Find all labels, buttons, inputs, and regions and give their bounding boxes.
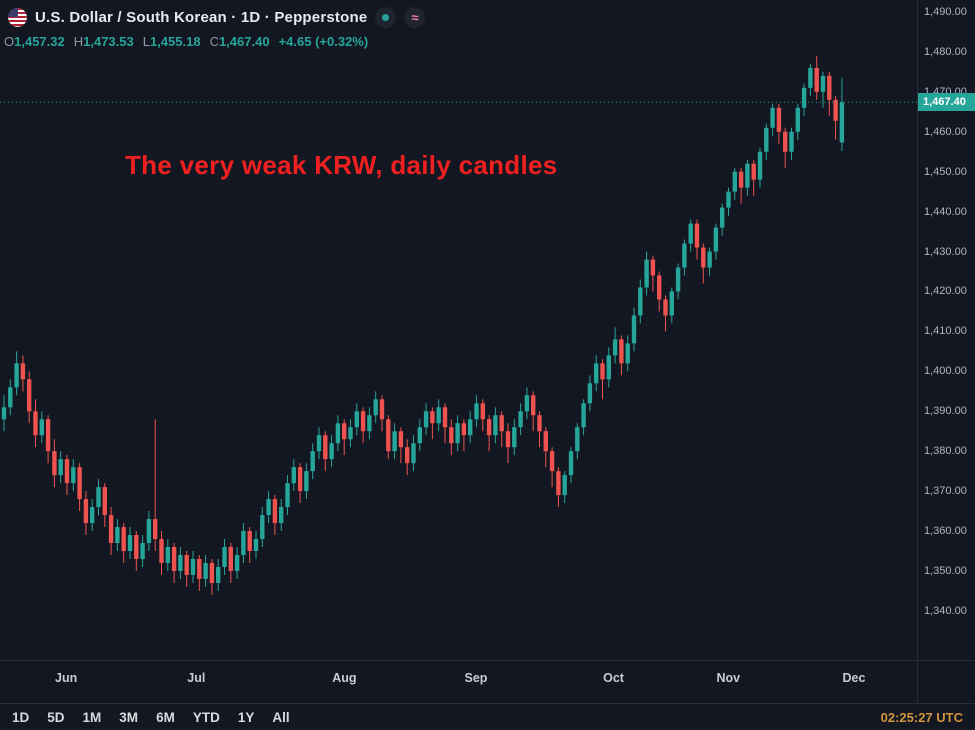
ohlc-open-label: O [4,34,15,49]
price-axis-label: 1,420.00 [924,285,967,298]
market-mode-button[interactable]: ≈ [404,7,426,28]
symbol-title[interactable]: U.S. Dollar / South Korean · 1D · Pepper… [35,9,368,26]
price-axis-label: 1,460.00 [924,125,967,138]
range-button-1m[interactable]: 1M [82,709,102,725]
ohlc-row: O1,457.32 H1,473.53 L1,455.18 C1,467.40 … [4,34,368,49]
range-button-6m[interactable]: 6M [156,709,175,725]
range-button-1d[interactable]: 1D [12,709,30,725]
range-buttons: 1D 5D 1M 3M 6M YTD 1Y All [12,710,290,725]
time-axis-label: Nov [716,671,741,685]
price-axis-label: 1,430.00 [924,245,967,258]
range-button-ytd[interactable]: YTD [192,709,220,725]
price-axis-label: 1,350.00 [924,564,967,577]
price-axis-label: 1,440.00 [924,205,967,218]
time-axis-label: Oct [603,671,624,685]
status-dot-icon [382,14,390,21]
time-axis-label: Jul [187,671,206,685]
price-axis[interactable]: 1,467.40 1,490.00 1,480.00 1,470.00 1,460.0… [917,0,975,703]
ohlc-high-value: 1,473.53 [83,34,134,49]
price-axis-label: 1,370.00 [924,485,967,498]
price-axis-label: 1,490.00 [924,5,967,18]
ohlc-close-label: C [209,34,219,49]
range-button-3m[interactable]: 3M [119,709,139,725]
price-axis-label: 1,480.00 [924,45,967,58]
last-price-badge: 1,467.40 [918,93,975,112]
symbol-title-row: U.S. Dollar / South Korean · 1D · Pepper… [8,7,426,28]
ohlc-low-label: L [142,34,150,49]
ohlc-high-label: H [73,34,84,49]
time-axis-label: Jun [55,671,78,685]
time-axis-label: Dec [842,671,866,685]
range-button-1y[interactable]: 1Y [237,709,255,725]
candlestick-chart [0,55,917,595]
time-axis-label: Sep [464,671,488,685]
clock[interactable]: 02:25:27 UTC [880,709,963,725]
price-axis-label: 1,340.00 [924,604,967,617]
ohlc-change: +4.65 (+0.32%) [278,34,369,49]
price-axis-label: 1,360.00 [924,525,967,538]
time-axis-label: Aug [332,671,357,685]
range-button-all[interactable]: All [272,709,290,725]
price-axis-label: 1,380.00 [924,445,967,458]
chart-header: U.S. Dollar / South Korean · 1D · Pepper… [4,7,426,49]
bottom-toolbar: 1D 5D 1M 3M 6M YTD 1Y All 02:25:27 UTC [0,703,975,730]
chart-annotation[interactable]: The very weak KRW, daily candles [125,150,558,180]
ohlc-close-value: 1,467.40 [218,34,270,49]
us-flag-icon [8,8,27,27]
data-status-button[interactable] [375,7,397,28]
price-axis-label: 1,400.00 [924,365,967,378]
ohlc-open-value: 1,457.32 [14,34,65,49]
price-axis-label: 1,450.00 [924,165,967,178]
price-axis-label: 1,390.00 [924,405,967,418]
range-button-5d[interactable]: 5D [47,709,65,725]
ohlc-low-value: 1,455.18 [149,34,201,49]
time-axis[interactable]: Jun Jul Aug Sep Oct Nov Dec [0,660,975,703]
wave-icon: ≈ [411,10,419,25]
price-axis-label: 1,410.00 [924,325,967,338]
chart-canvas[interactable] [0,0,917,660]
